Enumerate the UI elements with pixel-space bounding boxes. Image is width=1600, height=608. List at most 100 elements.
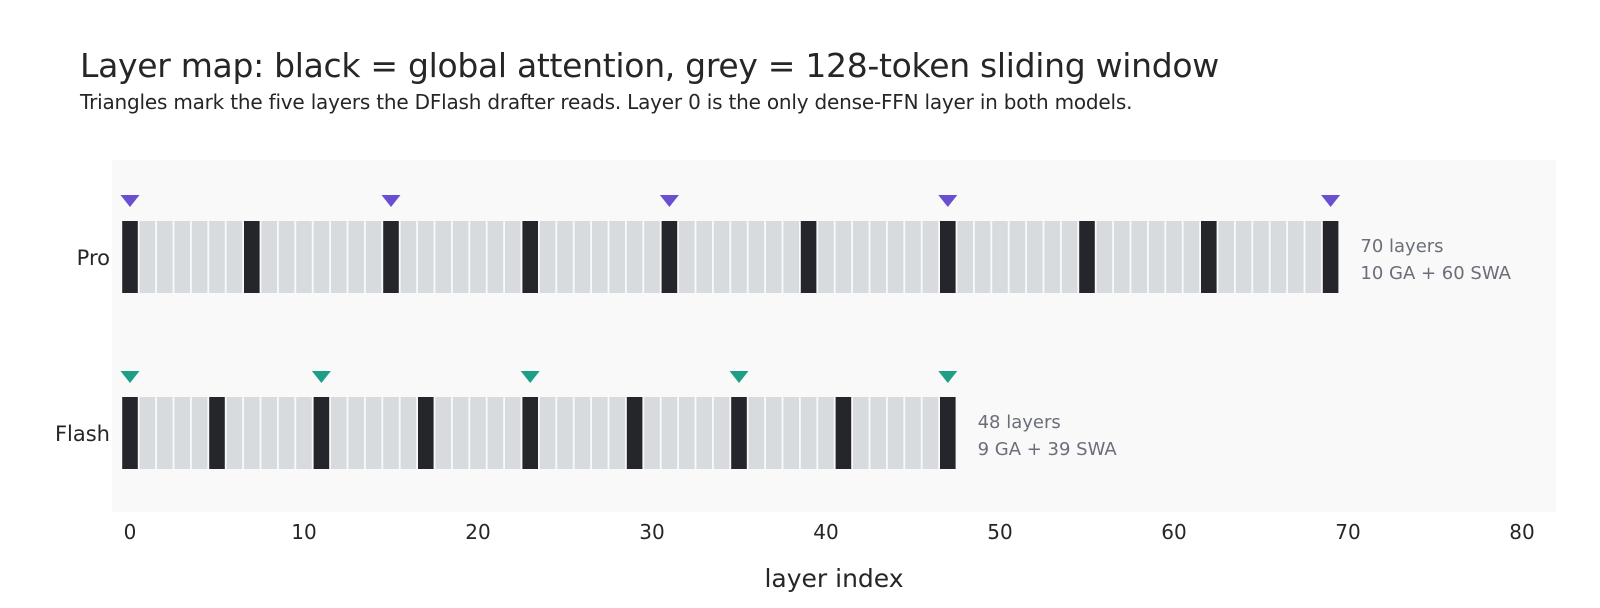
flash-layer-19-sliding (452, 397, 469, 469)
pro-layer-38-sliding (783, 221, 799, 293)
flash-layer-16-sliding (400, 397, 417, 469)
flash-layer-32-sliding (679, 397, 695, 469)
pro-layer-32-sliding (679, 221, 695, 293)
pro-layer-15-global (383, 221, 399, 293)
pro-layer-57-sliding (1114, 221, 1130, 293)
flash-layer-8-sliding (261, 397, 277, 469)
flash-layer-38-sliding (783, 397, 799, 469)
pro-layer-45-sliding (905, 221, 921, 293)
flash-drafter-marker-11 (311, 371, 331, 383)
pro-layer-65-sliding (1253, 221, 1269, 293)
pro-layer-2-sliding (157, 221, 173, 293)
pro-layer-54-sliding (1061, 221, 1078, 293)
pro-layer-0-global (122, 221, 138, 293)
x-tick-70: 70 (1335, 520, 1360, 544)
flash-layer-27-sliding (592, 397, 608, 469)
pro-layer-44-sliding (887, 221, 904, 293)
row-pro: Pro 70 layers 10 GA + 60 SWA (77, 195, 1512, 293)
flash-drafter-marker-0 (120, 371, 140, 383)
flash-layer-47-global (940, 397, 956, 469)
flash-layer-33-sliding (696, 397, 712, 469)
flash-layer-35-global (731, 397, 747, 469)
pro-drafter-marker-15 (381, 195, 401, 207)
flash-drafter-marker-23 (520, 371, 540, 383)
pro-layer-52-sliding (1027, 221, 1043, 293)
flash-drafter-marker-47 (938, 371, 958, 383)
x-tick-80: 80 (1509, 520, 1534, 544)
flash-layer-44-sliding (887, 397, 904, 469)
pro-layer-5-sliding (209, 221, 225, 293)
pro-layer-64-sliding (1235, 221, 1252, 293)
pro-layer-53-sliding (1044, 221, 1060, 293)
x-tick-20: 20 (465, 520, 490, 544)
pro-layer-17-sliding (418, 221, 434, 293)
pro-layer-18-sliding (435, 221, 451, 293)
flash-layer-31-sliding (661, 397, 678, 469)
flash-layer-6-sliding (226, 397, 243, 469)
pro-layer-14-sliding (365, 221, 382, 293)
flash-layer-23-global (522, 397, 538, 469)
flash-layer-21-sliding (487, 397, 504, 469)
flash-layer-20-sliding (470, 397, 486, 469)
flash-layer-17-global (418, 397, 434, 469)
x-tick-40: 40 (813, 520, 838, 544)
pro-layer-30-sliding (644, 221, 660, 293)
flash-layer-0-global (122, 397, 138, 469)
pro-layer-25-sliding (557, 221, 573, 293)
flash-layer-2-sliding (157, 397, 173, 469)
pro-layer-69-global (1322, 221, 1339, 293)
pro-layer-58-sliding (1131, 221, 1147, 293)
pro-layer-29-sliding (626, 221, 643, 293)
flash-layer-45-sliding (905, 397, 921, 469)
pro-layer-43-sliding (870, 221, 886, 293)
row-label-flash: Flash (55, 422, 110, 446)
x-tick-0: 0 (124, 520, 137, 544)
pro-layer-68-sliding (1305, 221, 1321, 293)
flash-layer-24-sliding (539, 397, 556, 469)
pro-layer-23-global (522, 221, 538, 293)
pro-drafter-marker-47 (938, 195, 958, 207)
pro-layer-3-sliding (174, 221, 190, 293)
flash-layer-12-sliding (331, 397, 347, 469)
x-tick-30: 30 (639, 520, 664, 544)
pro-drafter-marker-69 (1321, 195, 1341, 207)
pro-layer-63-sliding (1218, 221, 1234, 293)
pro-layer-11-sliding (313, 221, 330, 293)
flash-layer-count: 48 layers (978, 412, 1061, 433)
flash-layer-46-sliding (922, 397, 939, 469)
flash-layer-40-sliding (818, 397, 834, 469)
flash-layer-42-sliding (853, 397, 869, 469)
row-label-pro: Pro (77, 246, 110, 270)
pro-layer-1-sliding (139, 221, 156, 293)
pro-layer-12-sliding (331, 221, 347, 293)
flash-drafter-marker-35 (729, 371, 749, 383)
pro-layer-50-sliding (992, 221, 1008, 293)
flash-layer-3-sliding (174, 397, 190, 469)
pro-layer-19-sliding (452, 221, 469, 293)
pro-layer-9-sliding (278, 221, 295, 293)
flash-layer-34-sliding (713, 397, 730, 469)
pro-layer-59-sliding (1148, 221, 1165, 293)
flash-layer-18-sliding (435, 397, 451, 469)
flash-layer-10-sliding (296, 397, 312, 469)
flash-layer-11-global (313, 397, 330, 469)
pro-drafter-marker-0 (120, 195, 140, 207)
flash-layer-43-sliding (870, 397, 886, 469)
pro-layer-55-global (1079, 221, 1095, 293)
x-tick-50: 50 (987, 520, 1012, 544)
flash-layer-29-global (626, 397, 643, 469)
chart-subtitle: Triangles mark the five layers the DFlas… (80, 90, 1133, 114)
pro-layer-51-sliding (1009, 221, 1026, 293)
x-axis-label: layer index (764, 564, 903, 593)
pro-layer-39-global (800, 221, 817, 293)
pro-layer-67-sliding (1288, 221, 1304, 293)
flash-layer-22-sliding (505, 397, 521, 469)
flash-layer-30-sliding (644, 397, 660, 469)
pro-layer-6-sliding (226, 221, 243, 293)
pro-drafter-marker-31 (659, 195, 679, 207)
pro-layer-13-sliding (348, 221, 364, 293)
flash-layer-7-sliding (244, 397, 260, 469)
pro-layer-28-sliding (609, 221, 625, 293)
pro-layer-47-global (940, 221, 956, 293)
pro-layer-4-sliding (191, 221, 208, 293)
